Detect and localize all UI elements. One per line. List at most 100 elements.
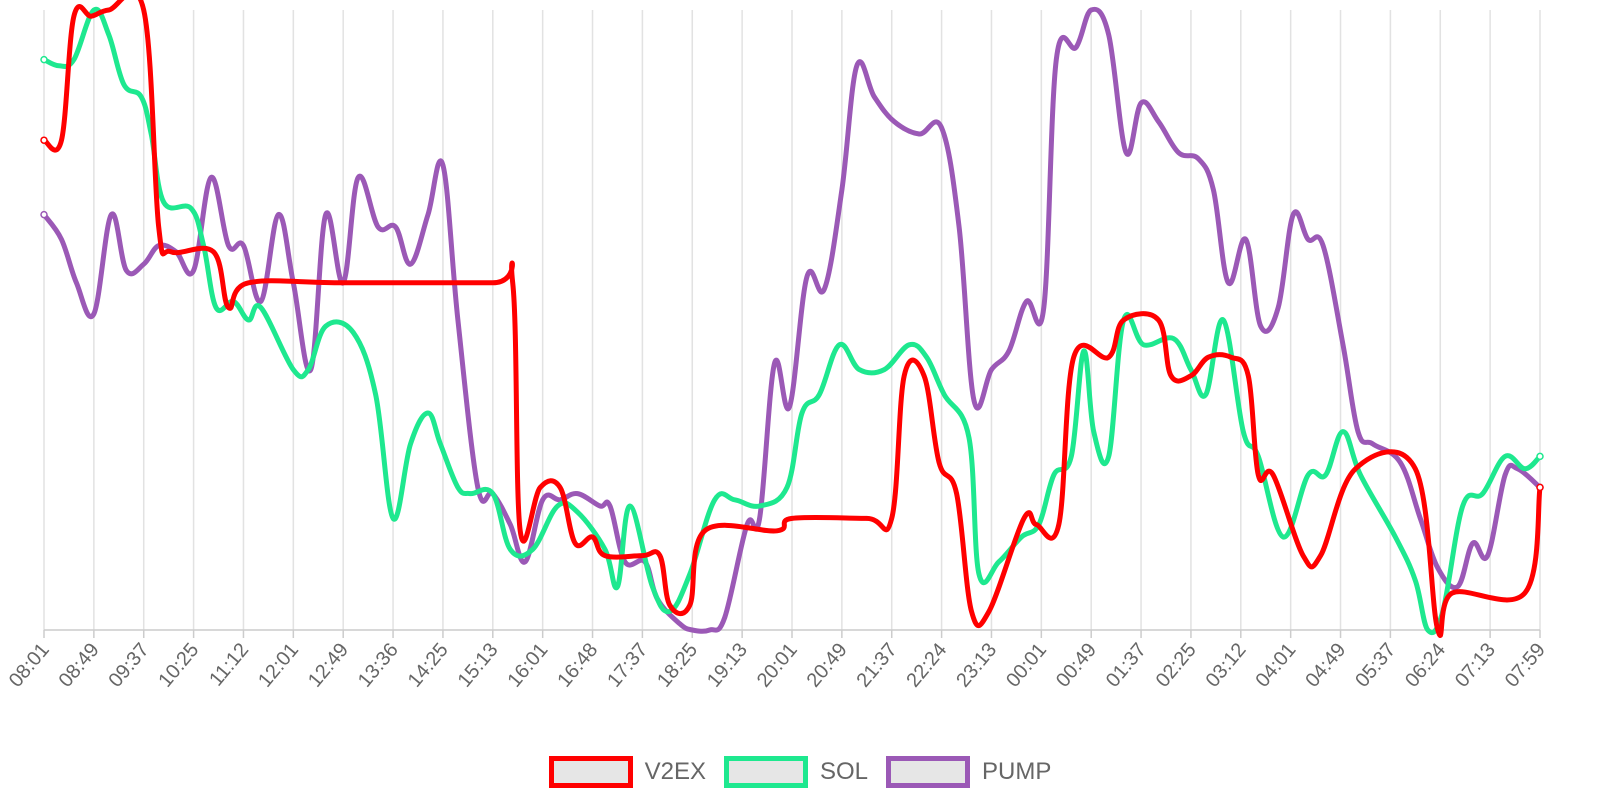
- data-point-v2ex[interactable]: [1256, 472, 1261, 478]
- data-point-pump[interactable]: [822, 286, 827, 292]
- data-point-pump[interactable]: [872, 94, 877, 100]
- data-point-pump[interactable]: [208, 175, 214, 180]
- data-point-sol[interactable]: [1480, 491, 1485, 496]
- data-point-v2ex[interactable]: [106, 7, 112, 13]
- data-point-sol[interactable]: [757, 503, 762, 509]
- data-point-v2ex[interactable]: [667, 603, 672, 608]
- data-point-pump[interactable]: [508, 522, 513, 527]
- data-point-v2ex[interactable]: [538, 485, 543, 490]
- data-point-pump[interactable]: [1176, 150, 1181, 155]
- data-point-pump[interactable]: [722, 615, 727, 620]
- data-point-pump[interactable]: [956, 224, 962, 230]
- data-point-pump[interactable]: [1226, 280, 1231, 285]
- data-point-v2ex[interactable]: [921, 373, 927, 378]
- data-point-pump[interactable]: [59, 237, 64, 242]
- data-point-pump[interactable]: [393, 224, 398, 230]
- data-point-sol[interactable]: [1502, 454, 1508, 459]
- data-point-pump[interactable]: [1156, 119, 1161, 124]
- data-point-pump[interactable]: [787, 404, 792, 409]
- data-point-sol[interactable]: [1188, 367, 1194, 372]
- data-point-pump[interactable]: [1276, 305, 1281, 310]
- data-point-pump[interactable]: [557, 497, 563, 502]
- data-point-pump[interactable]: [854, 63, 859, 68]
- data-point-sol[interactable]: [1281, 534, 1286, 540]
- data-point-pump[interactable]: [1006, 348, 1012, 354]
- data-point-sol[interactable]: [188, 206, 194, 211]
- data-point-sol[interactable]: [455, 485, 461, 490]
- data-point-sol[interactable]: [246, 317, 251, 323]
- data-point-v2ex[interactable]: [1168, 373, 1174, 378]
- data-point-pump[interactable]: [1435, 565, 1441, 571]
- data-point-pump[interactable]: [91, 311, 97, 316]
- data-point-sol[interactable]: [882, 367, 887, 372]
- data-point-v2ex[interactable]: [687, 603, 692, 608]
- data-point-pump[interactable]: [1243, 237, 1249, 242]
- data-point-sol[interactable]: [161, 200, 166, 205]
- data-point-pump[interactable]: [1418, 516, 1423, 521]
- data-point-sol[interactable]: [323, 324, 328, 329]
- data-point-v2ex[interactable]: [59, 138, 64, 143]
- data-point-pump[interactable]: [1502, 472, 1508, 478]
- data-point-v2ex[interactable]: [169, 249, 174, 254]
- data-point-v2ex[interactable]: [1246, 373, 1251, 378]
- data-point-sol[interactable]: [1425, 627, 1431, 633]
- endpoint-marker-pump[interactable]: [40, 210, 48, 219]
- data-point-v2ex[interactable]: [1188, 373, 1194, 378]
- data-point-pump[interactable]: [1211, 187, 1216, 192]
- data-point-v2ex[interactable]: [602, 553, 608, 558]
- data-point-sol[interactable]: [213, 305, 219, 310]
- data-point-v2ex[interactable]: [1106, 355, 1111, 360]
- data-point-pump[interactable]: [1258, 324, 1263, 329]
- data-point-pump[interactable]: [892, 119, 897, 124]
- data-point-pump[interactable]: [597, 503, 603, 509]
- data-point-pump[interactable]: [804, 274, 810, 279]
- data-point-pump[interactable]: [1470, 541, 1475, 546]
- data-point-sol[interactable]: [1221, 317, 1226, 323]
- data-point-v2ex[interactable]: [1021, 516, 1027, 521]
- legend-item-sol[interactable]: SOL: [724, 756, 868, 788]
- data-point-v2ex[interactable]: [864, 516, 869, 521]
- data-point-v2ex[interactable]: [1435, 627, 1441, 633]
- data-point-v2ex[interactable]: [1071, 355, 1076, 360]
- data-point-sol[interactable]: [602, 547, 608, 552]
- data-point-sol[interactable]: [490, 491, 495, 496]
- endpoint-marker-sol[interactable]: [40, 55, 48, 64]
- data-point-pump[interactable]: [1291, 212, 1296, 217]
- data-point-v2ex[interactable]: [226, 305, 231, 310]
- data-point-v2ex[interactable]: [902, 373, 907, 378]
- data-point-sol[interactable]: [1340, 429, 1346, 434]
- data-point-v2ex[interactable]: [246, 280, 251, 285]
- data-point-sol[interactable]: [650, 584, 655, 589]
- data-point-sol[interactable]: [924, 355, 929, 360]
- data-point-sol[interactable]: [627, 503, 633, 509]
- endpoint-marker-v2ex[interactable]: [1536, 483, 1544, 492]
- data-point-v2ex[interactable]: [1206, 355, 1211, 360]
- data-point-sol[interactable]: [291, 367, 296, 372]
- data-point-pump[interactable]: [1123, 150, 1129, 155]
- data-point-pump[interactable]: [839, 187, 845, 192]
- data-point-sol[interactable]: [1069, 454, 1074, 459]
- data-point-pump[interactable]: [226, 243, 231, 248]
- data-point-v2ex[interactable]: [1056, 522, 1062, 527]
- data-point-v2ex[interactable]: [954, 491, 959, 496]
- data-point-pump[interactable]: [1054, 57, 1059, 62]
- data-point-sol[interactable]: [1241, 429, 1246, 434]
- data-point-sol[interactable]: [1171, 336, 1176, 341]
- data-point-v2ex[interactable]: [490, 280, 495, 285]
- data-point-sol[interactable]: [508, 547, 513, 552]
- data-point-sol[interactable]: [71, 57, 77, 62]
- data-point-sol[interactable]: [1106, 454, 1111, 459]
- data-point-pump[interactable]: [607, 503, 613, 509]
- data-point-sol[interactable]: [732, 497, 737, 502]
- data-point-sol[interactable]: [258, 305, 264, 310]
- data-point-v2ex[interactable]: [1318, 553, 1323, 558]
- data-point-pump[interactable]: [1024, 299, 1029, 304]
- data-point-sol[interactable]: [390, 516, 396, 521]
- data-point-sol[interactable]: [438, 441, 443, 447]
- data-point-v2ex[interactable]: [156, 224, 161, 230]
- data-point-pump[interactable]: [917, 131, 922, 137]
- data-point-pump[interactable]: [425, 212, 431, 217]
- legend-item-v2ex[interactable]: V2EX: [548, 756, 706, 788]
- data-point-pump[interactable]: [455, 317, 461, 323]
- data-point-sol[interactable]: [575, 510, 580, 515]
